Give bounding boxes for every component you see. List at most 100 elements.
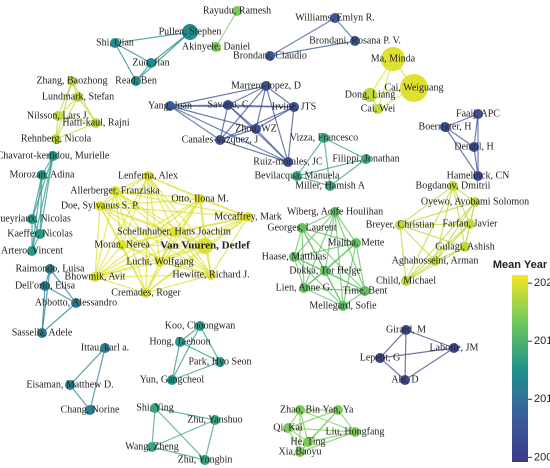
edge bbox=[329, 158, 367, 187]
edge bbox=[324, 211, 336, 272]
colorbar-tick-label: 2015 bbox=[534, 335, 550, 347]
edge bbox=[179, 341, 221, 363]
node-label: Rayudu, Ramesh bbox=[203, 5, 271, 16]
node bbox=[330, 207, 340, 217]
node-label: Bevilacqua, Manuela bbox=[255, 170, 341, 181]
node bbox=[71, 298, 81, 308]
node bbox=[330, 13, 340, 23]
colorbar bbox=[512, 275, 528, 462]
node-label: Cai, Wei bbox=[361, 103, 396, 114]
edge bbox=[434, 185, 454, 262]
edge bbox=[379, 357, 406, 381]
colorbar-title: Mean Year bbox=[493, 259, 548, 271]
edge bbox=[323, 137, 331, 187]
node-label: Girard, M bbox=[386, 324, 426, 335]
edge bbox=[147, 175, 206, 247]
node bbox=[400, 375, 410, 385]
node-label: Shi, Qian bbox=[96, 37, 134, 48]
node-label: Cai, Weiguang bbox=[385, 82, 444, 93]
edge bbox=[204, 419, 216, 461]
edge bbox=[151, 407, 156, 448]
edge bbox=[39, 155, 54, 235]
edge bbox=[404, 347, 455, 381]
edge bbox=[145, 175, 149, 294]
node bbox=[67, 76, 77, 86]
node bbox=[91, 118, 101, 128]
node bbox=[401, 325, 411, 335]
node bbox=[350, 427, 360, 437]
edge bbox=[215, 10, 238, 48]
node bbox=[131, 76, 141, 86]
edge bbox=[265, 85, 289, 163]
edge bbox=[99, 198, 201, 207]
edge bbox=[334, 17, 356, 42]
edge bbox=[39, 174, 43, 235]
node-label: Ruiz-morales, JC bbox=[253, 156, 323, 167]
node bbox=[146, 58, 156, 68]
edge bbox=[44, 285, 77, 304]
edge bbox=[444, 113, 479, 128]
node-label: Brondani, Rosana P. V. bbox=[309, 35, 401, 46]
node-label: Oyewo, Ayobami Solomon bbox=[421, 196, 529, 207]
node bbox=[206, 270, 216, 280]
edge bbox=[323, 137, 367, 160]
node bbox=[265, 51, 275, 61]
edge bbox=[293, 242, 357, 258]
edge bbox=[173, 231, 212, 276]
node-label: Cremades, Roger bbox=[111, 287, 181, 298]
edge bbox=[452, 185, 471, 225]
node bbox=[325, 181, 335, 191]
node-label: Morozan, Adina bbox=[10, 169, 76, 180]
edge bbox=[71, 80, 97, 124]
edge bbox=[303, 287, 366, 292]
node bbox=[473, 109, 483, 119]
edge bbox=[399, 224, 466, 248]
node bbox=[243, 212, 253, 222]
node bbox=[381, 47, 405, 71]
edge bbox=[89, 347, 106, 411]
edge bbox=[99, 205, 212, 276]
edge bbox=[154, 407, 216, 421]
edge bbox=[405, 185, 454, 282]
node-label: Georges, Laurent bbox=[267, 222, 336, 233]
node bbox=[283, 423, 293, 433]
node-label: Dong, Liang bbox=[345, 89, 396, 100]
node-label: Eisaman, Matthew D. bbox=[26, 379, 113, 390]
node bbox=[430, 256, 440, 266]
node-label: Kaeffer, Nicolas bbox=[7, 228, 73, 239]
edge bbox=[227, 85, 267, 106]
node-label: Filippi, Jonathan bbox=[332, 153, 399, 164]
node-label: Lepetit, G bbox=[360, 352, 401, 363]
node bbox=[363, 88, 377, 102]
node-label: Child, Michael bbox=[376, 275, 436, 286]
edge bbox=[145, 245, 206, 294]
node-label: Xia,Baoyu bbox=[278, 446, 321, 457]
edge bbox=[171, 361, 221, 381]
node bbox=[155, 257, 165, 267]
edge bbox=[199, 198, 212, 276]
edge bbox=[444, 126, 475, 148]
node-label: Savanu, C bbox=[207, 99, 248, 110]
edge bbox=[307, 431, 356, 443]
edge bbox=[171, 325, 201, 381]
node bbox=[469, 142, 479, 152]
node-label: Pullen, Stephen bbox=[159, 26, 222, 37]
edge bbox=[334, 211, 357, 244]
edge bbox=[99, 205, 249, 218]
node-label: Zhou, WZ bbox=[235, 123, 276, 134]
colorbar-tick-label: 2020 bbox=[534, 277, 550, 289]
edge bbox=[121, 244, 147, 294]
node bbox=[110, 186, 120, 196]
node-label: Zhu, Yanshuo bbox=[187, 414, 242, 425]
node bbox=[141, 288, 151, 298]
edge bbox=[452, 185, 466, 248]
node-label: Dell'orto, Elisa bbox=[15, 280, 76, 291]
node bbox=[319, 133, 329, 143]
node bbox=[448, 181, 458, 191]
node-label: Abt, D bbox=[391, 374, 418, 385]
node bbox=[27, 214, 37, 224]
edge bbox=[121, 231, 175, 246]
node-label: Yan, Ya bbox=[323, 404, 355, 415]
edge bbox=[41, 268, 51, 334]
node-label: Lundmark, Stefan bbox=[42, 91, 114, 102]
